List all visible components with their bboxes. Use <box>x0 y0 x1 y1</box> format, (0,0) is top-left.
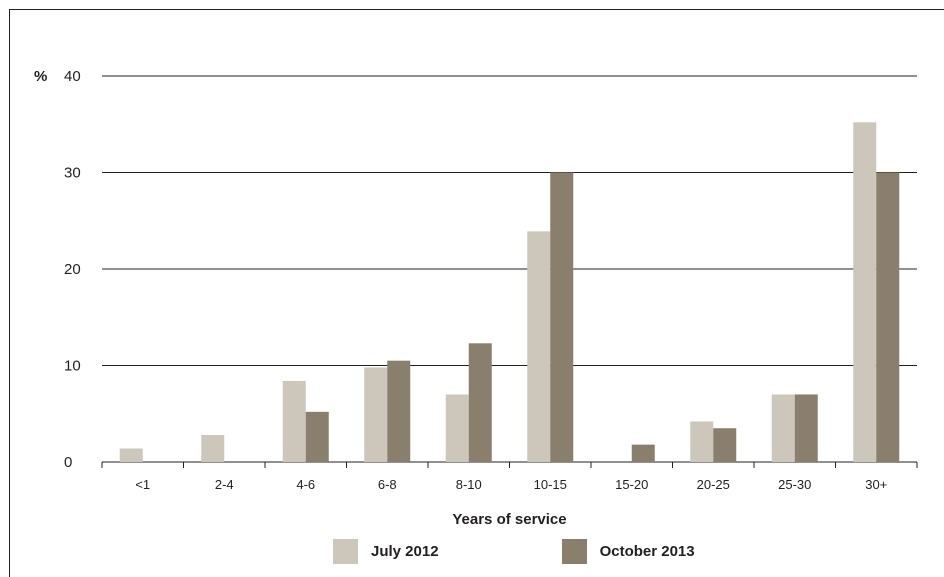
x-tick-label-6: 15-20 <box>615 477 648 492</box>
x-tick-label-4: 8-10 <box>456 477 482 492</box>
y-tick-label-20: 20 <box>64 261 81 278</box>
bar-series-2-6 <box>631 444 655 462</box>
x-axis-label: Years of service <box>452 511 566 528</box>
bar-series-1-4 <box>445 394 469 462</box>
bar-series-1-9 <box>853 122 877 462</box>
y-axis-label: % <box>34 68 47 85</box>
legend-label-series-1: July 2012 <box>371 543 439 560</box>
x-tick-label-3: 6-8 <box>378 477 397 492</box>
legend: July 2012 October 2013 <box>333 539 695 564</box>
bar-series-2-2 <box>305 411 329 462</box>
bar-series-2-3 <box>387 360 411 462</box>
bar-series-2-4 <box>468 343 492 462</box>
x-tick-label-8: 25-30 <box>778 477 811 492</box>
y-tick-label-0: 0 <box>64 454 72 471</box>
y-tick-label-30: 30 <box>64 165 81 182</box>
y-tick-label-10: 10 <box>64 358 81 375</box>
x-tick-label-9: 30+ <box>865 477 887 492</box>
bar-series-1-1 <box>201 434 225 462</box>
bar-series-2-9 <box>876 172 900 462</box>
x-tick-label-0: <1 <box>135 477 150 492</box>
bar-series-1-7 <box>690 421 714 462</box>
legend-swatch-series-1 <box>333 539 358 564</box>
x-tick-label-1: 2-4 <box>215 477 234 492</box>
bar-series-1-3 <box>364 367 388 462</box>
bar-series-1-0 <box>119 448 143 462</box>
x-tick-label-7: 20-25 <box>697 477 730 492</box>
legend-label-series-2: October 2013 <box>599 543 695 560</box>
x-tick-label-2: 4-6 <box>296 477 315 492</box>
legend-swatch-series-2 <box>561 539 587 564</box>
bar-series-2-7 <box>713 428 737 462</box>
x-tick-label-5: 10-15 <box>534 477 567 492</box>
bar-series-2-8 <box>794 394 818 462</box>
bar-series-1-2 <box>282 380 306 462</box>
bar-series-2-5 <box>550 172 574 462</box>
bar-series-1-8 <box>771 394 795 462</box>
legend-item-series-1: July 2012 <box>333 539 439 564</box>
legend-item-series-2: October 2013 <box>561 539 695 564</box>
bar-series-1-5 <box>527 231 551 462</box>
y-tick-label-40: 40 <box>64 68 81 85</box>
chart-frame <box>9 9 944 577</box>
